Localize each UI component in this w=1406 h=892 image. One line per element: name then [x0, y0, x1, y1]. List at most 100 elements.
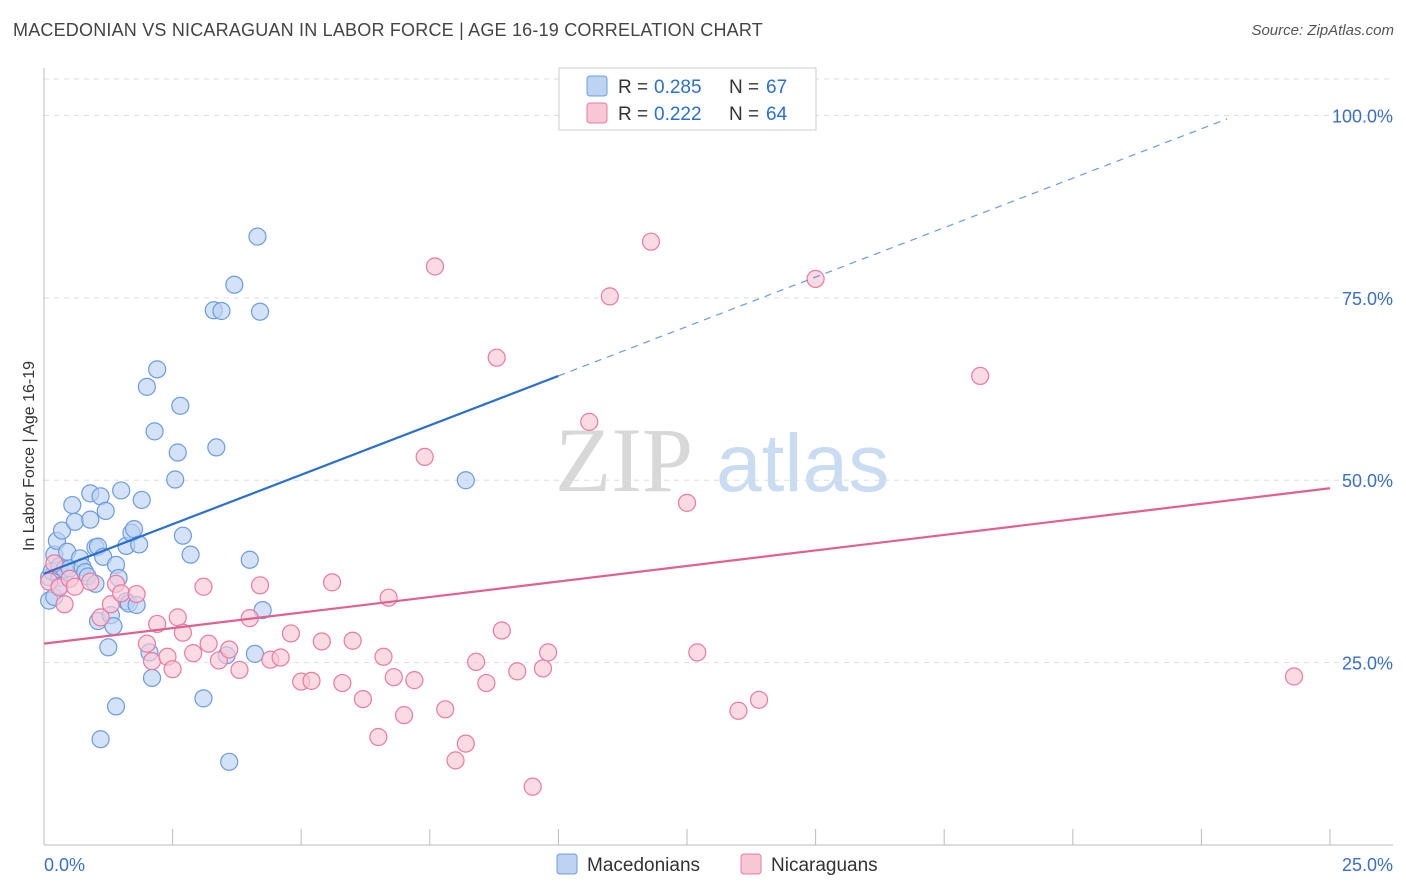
- data-point: [168, 608, 187, 627]
- data-point: [52, 521, 72, 540]
- data-point: [163, 660, 182, 679]
- data-point: [384, 668, 403, 687]
- data-point: [415, 447, 434, 466]
- data-point: [112, 584, 131, 603]
- data-point: [487, 348, 506, 367]
- x-tick-label-max: 25.0%: [1342, 855, 1393, 875]
- legend-r-label-2: R =: [618, 104, 648, 125]
- source-label: Source: ZipAtlas.com: [1251, 22, 1394, 39]
- data-point: [374, 647, 393, 666]
- bottom-legend-swatch-macedonians: [556, 853, 578, 875]
- data-point: [173, 526, 192, 545]
- y-tick-label: 50.0%: [1342, 471, 1393, 491]
- x-axis-ticks: [172, 829, 1331, 845]
- watermark-atlas: atlas: [716, 418, 889, 509]
- data-point: [212, 301, 231, 321]
- data-point: [369, 727, 388, 747]
- x-tick-label-min: 0.0%: [44, 855, 85, 875]
- data-point: [492, 621, 511, 640]
- trend-extension-macedonians: [558, 118, 1228, 377]
- series-legend: Macedonians Nicaraguans: [556, 853, 878, 876]
- data-point: [194, 577, 213, 596]
- data-point: [394, 706, 414, 725]
- data-point: [194, 689, 213, 708]
- data-point: [199, 634, 218, 653]
- data-point: [312, 632, 331, 651]
- data-point: [343, 631, 362, 650]
- data-point: [220, 752, 239, 771]
- data-point: [533, 659, 553, 678]
- data-point: [225, 275, 244, 294]
- legend-swatch-nicaraguans: [586, 102, 608, 124]
- data-point: [253, 600, 272, 620]
- trend-line-macedonians: [43, 374, 559, 575]
- y-tick-label: 75.0%: [1342, 289, 1393, 309]
- data-point: [132, 490, 151, 510]
- data-point: [142, 668, 162, 688]
- data-point: [106, 697, 126, 716]
- chart-title: MACEDONIAN VS NICARAGUAN IN LABOR FORCE …: [13, 20, 763, 40]
- data-point: [248, 227, 267, 246]
- y-tick-label: 100.0%: [1332, 106, 1393, 126]
- data-point: [81, 510, 100, 529]
- data-point: [65, 512, 84, 531]
- bottom-legend-swatch-nicaraguans: [740, 853, 762, 875]
- data-point: [677, 493, 697, 512]
- legend-n-label-2: N =: [729, 104, 759, 125]
- trend-line-nicaraguans: [43, 487, 1331, 645]
- data-point: [405, 671, 424, 690]
- data-point: [250, 302, 270, 321]
- data-point: [148, 614, 167, 634]
- data-point: [55, 595, 74, 614]
- bottom-legend-macedonians: Macedonians: [587, 855, 700, 876]
- data-point: [142, 652, 162, 671]
- data-point: [124, 520, 144, 539]
- data-point: [184, 644, 203, 663]
- data-point: [446, 751, 465, 770]
- data-point: [250, 576, 270, 595]
- data-point: [436, 700, 455, 719]
- data-point: [245, 644, 265, 663]
- data-point: [65, 577, 84, 596]
- data-point: [971, 366, 990, 386]
- watermark-zip: ZIP: [555, 409, 693, 511]
- data-point: [322, 573, 342, 592]
- data-point: [91, 730, 110, 749]
- data-point: [539, 643, 558, 662]
- data-point: [230, 660, 249, 680]
- data-point: [806, 269, 825, 288]
- data-point: [600, 287, 619, 306]
- data-point: [137, 634, 156, 653]
- data-point: [96, 501, 115, 520]
- data-point: [220, 640, 239, 659]
- data-point: [63, 495, 82, 515]
- data-point: [240, 550, 259, 569]
- data-point: [477, 673, 496, 693]
- series-nicaraguans: [40, 232, 1304, 796]
- data-point: [271, 648, 290, 667]
- data-point: [112, 481, 131, 500]
- legend-n-value-2: 64: [766, 104, 788, 125]
- data-point: [207, 438, 226, 457]
- legend-r-label-1: R =: [618, 77, 648, 98]
- y-tick-label: 25.0%: [1342, 654, 1393, 674]
- data-point: [168, 443, 187, 462]
- data-point: [749, 690, 769, 709]
- data-point: [523, 777, 542, 796]
- data-point: [145, 422, 164, 441]
- legend-n-label-1: N =: [729, 77, 759, 98]
- data-point: [333, 673, 352, 693]
- data-point: [127, 584, 146, 604]
- legend-n-value-1: 67: [766, 77, 787, 98]
- data-point: [456, 471, 475, 490]
- y-axis-label: In Labor Force | Age 16-19: [21, 361, 38, 551]
- legend-swatch-macedonians: [586, 75, 608, 97]
- data-points: [40, 227, 1304, 796]
- data-point: [353, 689, 373, 709]
- data-point: [281, 624, 301, 643]
- data-point: [148, 360, 167, 379]
- y-tick-labels: 25.0% 50.0% 75.0% 100.0%: [1332, 106, 1393, 673]
- data-point: [508, 662, 527, 681]
- data-point: [137, 377, 156, 396]
- grid-lines: [44, 78, 1393, 664]
